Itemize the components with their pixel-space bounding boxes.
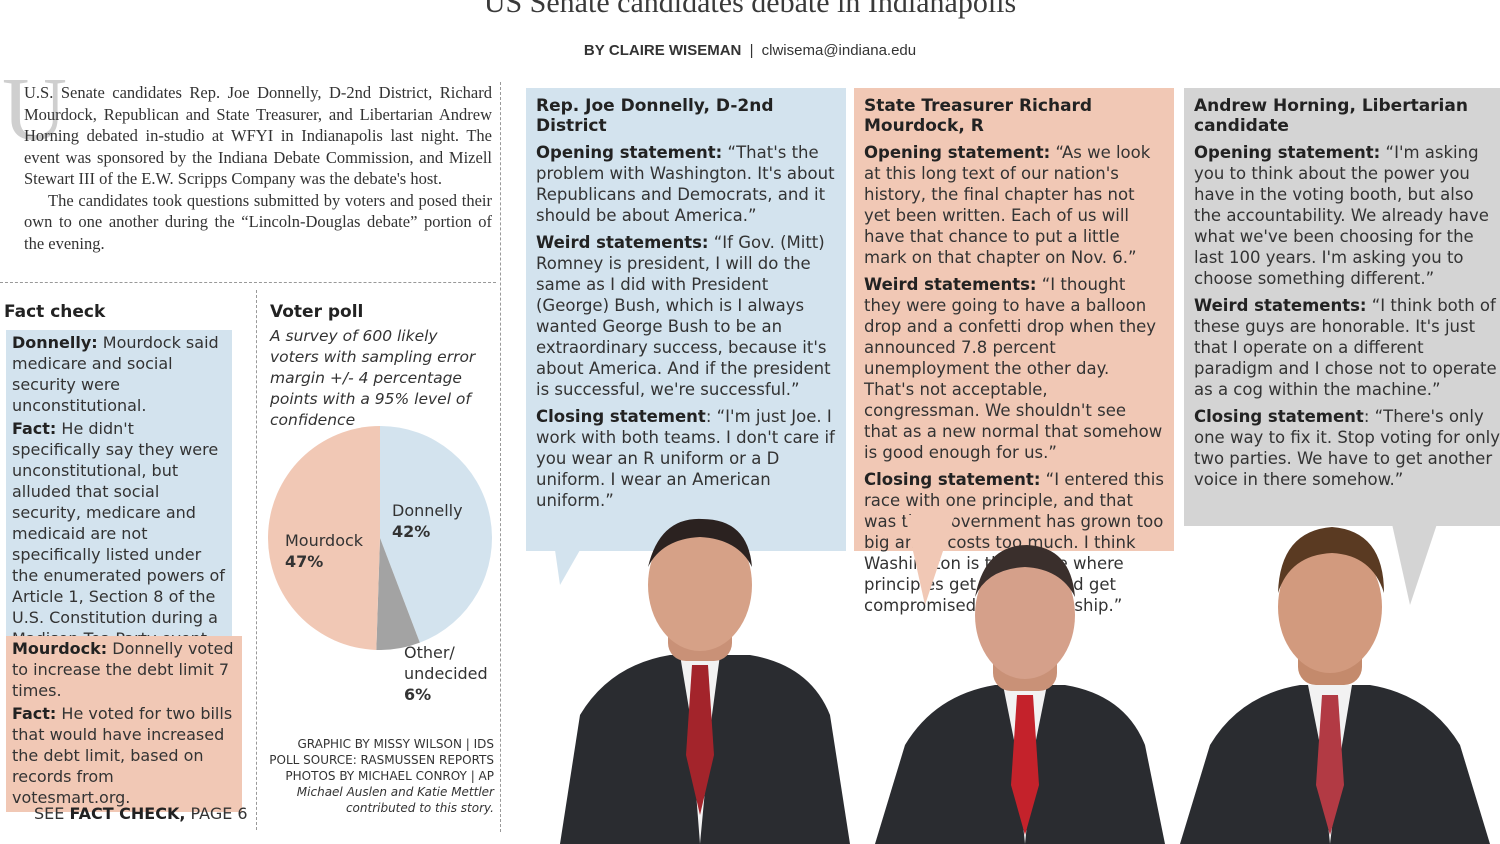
statement-text: : “There's only one way to fix it. Stop … bbox=[1194, 407, 1500, 489]
pie-label-value: 47% bbox=[285, 552, 324, 571]
pie-label-name: Mourdock bbox=[285, 531, 364, 550]
statement-label: Weird statements: bbox=[1194, 296, 1367, 315]
statement-text: “I thought they were going to have a bal… bbox=[864, 275, 1163, 462]
graphic-credit: GRAPHIC BY MISSY WILSON | IDS bbox=[297, 737, 494, 751]
see-section: FACT CHECK, bbox=[69, 804, 186, 823]
statement-text: “I'm asking you to think about the power… bbox=[1194, 143, 1489, 288]
statement: Weird statements: “If Gov. (Mitt) Romney… bbox=[536, 232, 836, 400]
necktie bbox=[1011, 695, 1039, 835]
credits: GRAPHIC BY MISSY WILSON | IDS POLL SOURC… bbox=[256, 736, 494, 816]
byline-author: CLAIRE WISEMAN bbox=[608, 42, 742, 59]
fact-label: Fact: bbox=[12, 704, 57, 723]
fact-check-claim: Donnelly: Mourdock said medicare and soc… bbox=[12, 332, 226, 416]
candidate-box-donnelly: Rep. Joe Donnelly, D-2nd District Openin… bbox=[526, 88, 846, 551]
speech-bubble-tail bbox=[550, 515, 600, 585]
byline: BY CLAIRE WISEMAN | clwisema@indiana.edu bbox=[0, 42, 1500, 59]
fact-check-title: Fact check bbox=[4, 302, 106, 322]
pie-slice-donnelly bbox=[380, 426, 492, 643]
fact-text: He voted for two bills that would have i… bbox=[12, 704, 233, 807]
face bbox=[648, 519, 752, 651]
pie-label-name: Other/ undecided bbox=[404, 643, 488, 683]
claim-text: Mourdock said medicare and social securi… bbox=[12, 333, 219, 415]
pie-label-other: Other/ undecided 6% bbox=[404, 642, 494, 705]
photo-donnelly bbox=[550, 515, 850, 844]
divider bbox=[0, 282, 496, 283]
headline: US Senate candidates debate in Indianapo… bbox=[483, 0, 1017, 19]
statement-text: : “I'm just Joe. I work with both teams.… bbox=[536, 407, 835, 510]
fact-check-item-donnelly: Donnelly: Mourdock said medicare and soc… bbox=[6, 330, 232, 674]
voter-poll-pie-chart bbox=[268, 426, 492, 650]
statement: Weird statements: “I thought they were g… bbox=[864, 274, 1164, 463]
statement: Closing statement: “There's only one way… bbox=[1194, 406, 1500, 490]
continued-link[interactable]: SEE FACT CHECK, PAGE 6 bbox=[34, 804, 248, 823]
speech-bubble-tail bbox=[905, 515, 955, 605]
see-prefix: SEE bbox=[34, 804, 65, 823]
statement-label: Closing statement bbox=[1194, 407, 1364, 426]
pie-slice-other-undecided bbox=[376, 538, 420, 650]
pie-label-value: 42% bbox=[392, 522, 431, 541]
statement-label: Closing statement bbox=[536, 407, 706, 426]
voter-poll-title: Voter poll bbox=[270, 302, 364, 322]
face bbox=[975, 551, 1075, 679]
photo-credit: PHOTOS BY MICHAEL CONROY | AP bbox=[285, 769, 494, 783]
statement-label: Opening statement: bbox=[536, 143, 723, 162]
fact-check-fact: Fact: He didn't specifically say they we… bbox=[12, 418, 226, 670]
byline-prefix: BY bbox=[583, 42, 605, 59]
intro-text: U.S. Senate candidates Rep. Joe Donnelly… bbox=[24, 82, 492, 254]
statement: Opening statement: “As we look at this l… bbox=[864, 142, 1164, 268]
intro-paragraph: The candidates took questions submitted … bbox=[24, 190, 492, 253]
statement: Opening statement: “That's the problem w… bbox=[536, 142, 836, 226]
pie-label-donnelly: Donnelly 42% bbox=[392, 500, 463, 542]
statement-text: “That's the problem with Washington. It'… bbox=[536, 143, 835, 225]
drop-cap: U bbox=[2, 60, 67, 159]
intro-paragraph: U.S. Senate candidates Rep. Joe Donnelly… bbox=[24, 83, 492, 188]
poll-source-credit: POLL SOURCE: RASMUSSEN REPORTS bbox=[269, 753, 494, 767]
statement: Weird statements: “I think both of these… bbox=[1194, 295, 1500, 400]
pie-label-name: Donnelly bbox=[392, 501, 463, 520]
see-page: PAGE 6 bbox=[190, 804, 248, 823]
fact-check-fact: Fact: He voted for two bills that would … bbox=[12, 703, 236, 808]
hair bbox=[975, 545, 1075, 597]
fact-text: He didn't specifically say they were unc… bbox=[12, 419, 225, 669]
hair bbox=[1278, 527, 1384, 593]
necktie bbox=[1316, 695, 1344, 835]
pie-label-value: 6% bbox=[404, 685, 432, 704]
pie-label-mourdock: Mourdock 47% bbox=[285, 530, 363, 572]
speech-bubble-tail bbox=[1390, 515, 1440, 605]
statement-text: “As we look at this long text of our nat… bbox=[864, 143, 1151, 267]
byline-separator: | bbox=[749, 42, 754, 59]
claim-text: Donnelly voted to increase the debt limi… bbox=[12, 639, 234, 700]
hair bbox=[648, 518, 752, 567]
statement-text: “If Gov. (Mitt) Romney is president, I w… bbox=[536, 233, 831, 399]
candidate-box-horning: Andrew Horning, Libertarian candidate Op… bbox=[1184, 88, 1500, 526]
divider bbox=[256, 290, 257, 830]
statement-label: Weird statements: bbox=[536, 233, 709, 252]
voter-poll-description: A survey of 600 likely voters with sampl… bbox=[270, 327, 476, 429]
statement: Closing statement: “I'm just Joe. I work… bbox=[536, 406, 836, 511]
pie-slice-mourdock bbox=[268, 426, 380, 650]
face bbox=[1278, 541, 1382, 673]
divider bbox=[500, 82, 501, 832]
photo-mourdock bbox=[875, 515, 1165, 844]
contributor-note: Michael Auslen and Katie Mettler contrib… bbox=[296, 785, 494, 815]
statement: Opening statement: “I'm asking you to th… bbox=[1194, 142, 1500, 289]
statement-label: Opening statement: bbox=[1194, 143, 1381, 162]
statement-label: Opening statement: bbox=[864, 143, 1051, 162]
statement-label: Weird statements: bbox=[864, 275, 1037, 294]
photo-horning bbox=[1180, 515, 1490, 844]
candidate-name: Andrew Horning, Libertarian candidate bbox=[1194, 96, 1468, 136]
fact-check-item-mourdock: Mourdock: Donnelly voted to increase the… bbox=[6, 636, 242, 812]
statement-text: “I think both of these guys are honorabl… bbox=[1194, 296, 1497, 399]
byline-email: clwisema@indiana.edu bbox=[761, 42, 917, 59]
candidate-name: Rep. Joe Donnelly, D-2nd District bbox=[536, 96, 774, 136]
claim-label: Donnelly: bbox=[12, 333, 98, 352]
claim-label: Mourdock: bbox=[12, 639, 108, 658]
candidate-box-mourdock: State Treasurer Richard Mourdock, R Open… bbox=[854, 88, 1174, 615]
necktie bbox=[686, 665, 714, 815]
statement-label: Closing statement: bbox=[864, 470, 1041, 489]
candidate-name: State Treasurer Richard Mourdock, R bbox=[864, 96, 1093, 136]
fact-label: Fact: bbox=[12, 419, 57, 438]
fact-check-claim: Mourdock: Donnelly voted to increase the… bbox=[12, 638, 236, 701]
